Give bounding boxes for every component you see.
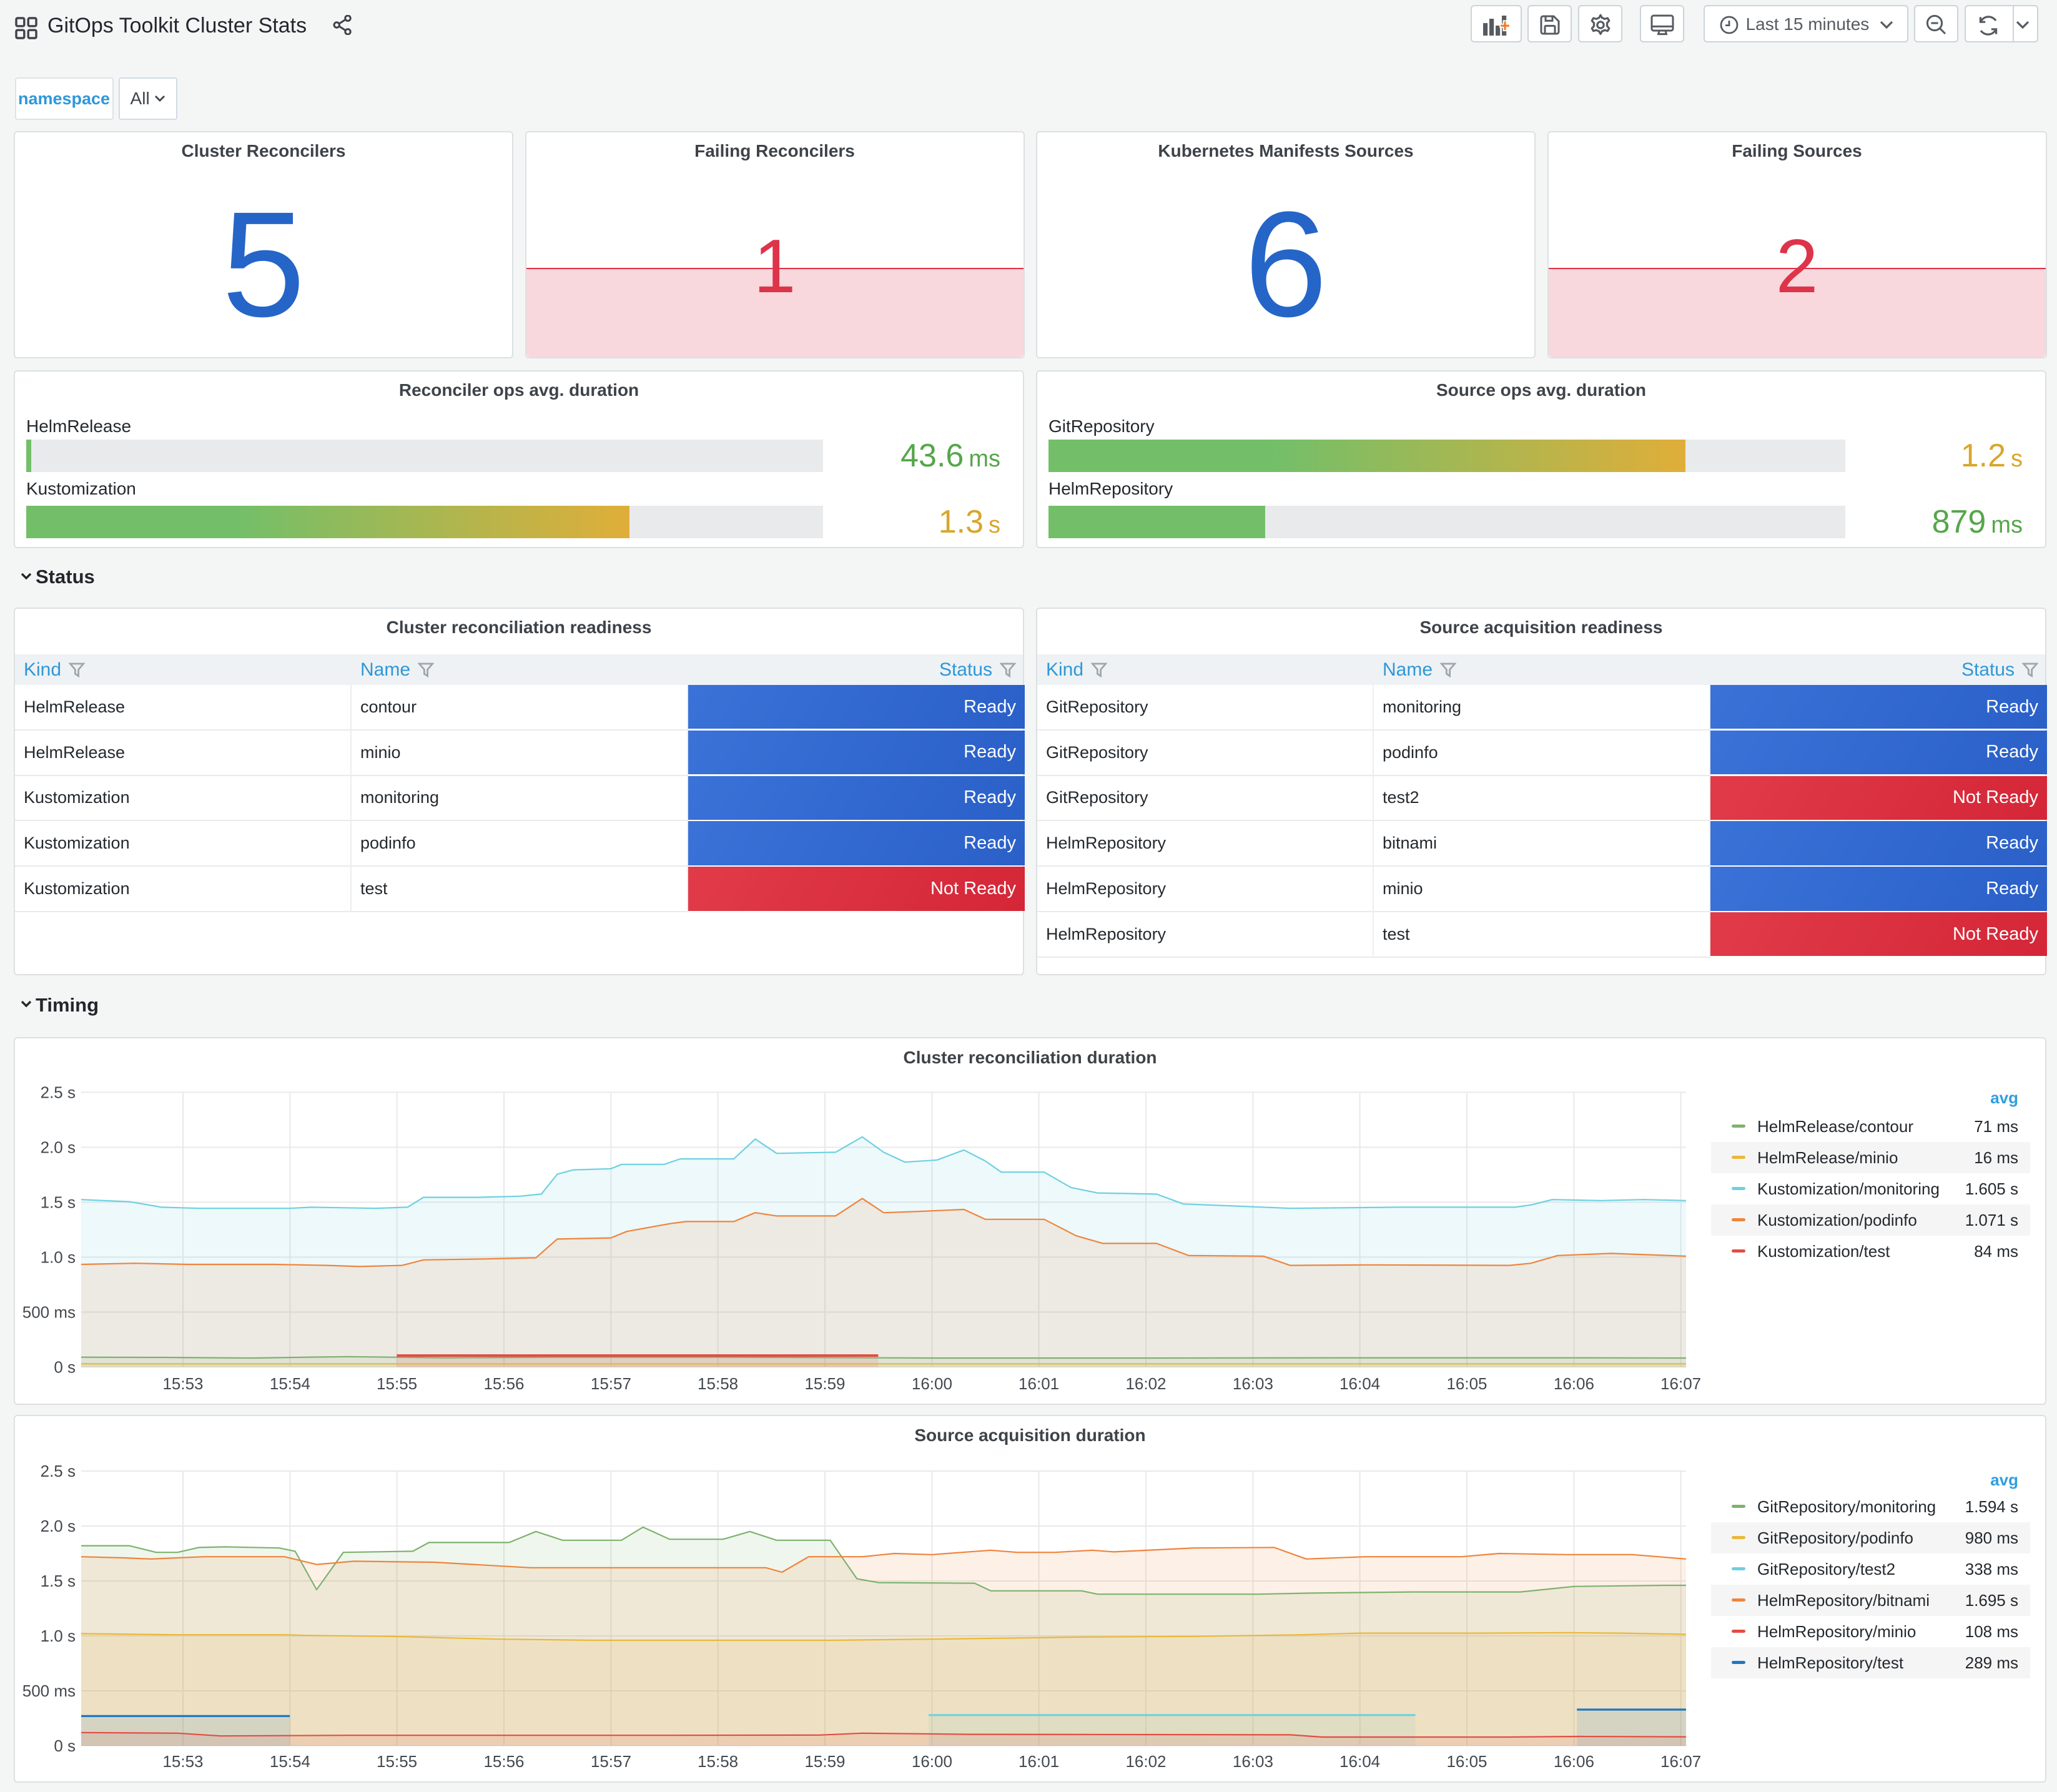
svg-text:15:57: 15:57 xyxy=(591,1374,631,1393)
svg-text:16:01: 16:01 xyxy=(1019,1752,1059,1771)
svg-text:15:53: 15:53 xyxy=(162,1752,203,1771)
svg-text:1.0 s: 1.0 s xyxy=(41,1248,76,1267)
svg-text:16:06: 16:06 xyxy=(1554,1374,1594,1393)
svg-text:16:02: 16:02 xyxy=(1125,1374,1166,1393)
svg-text:16:02: 16:02 xyxy=(1125,1752,1166,1771)
svg-text:15:58: 15:58 xyxy=(698,1374,738,1393)
svg-text:15:59: 15:59 xyxy=(804,1752,845,1771)
svg-text:16:06: 16:06 xyxy=(1554,1752,1594,1771)
svg-text:16:07: 16:07 xyxy=(1660,1374,1701,1393)
svg-text:2.5 s: 2.5 s xyxy=(41,1462,76,1480)
svg-text:16:05: 16:05 xyxy=(1446,1374,1487,1393)
svg-text:15:56: 15:56 xyxy=(483,1374,524,1393)
svg-text:2.0 s: 2.0 s xyxy=(41,1517,76,1535)
svg-text:16:00: 16:00 xyxy=(912,1374,952,1393)
svg-text:16:04: 16:04 xyxy=(1339,1752,1380,1771)
svg-text:16:07: 16:07 xyxy=(1660,1752,1701,1771)
svg-text:16:00: 16:00 xyxy=(912,1752,952,1771)
svg-text:2.5 s: 2.5 s xyxy=(41,1083,76,1102)
svg-text:2.0 s: 2.0 s xyxy=(41,1138,76,1157)
svg-text:16:05: 16:05 xyxy=(1446,1752,1487,1771)
svg-text:500 ms: 500 ms xyxy=(22,1303,76,1322)
svg-text:15:56: 15:56 xyxy=(483,1752,524,1771)
svg-text:15:54: 15:54 xyxy=(270,1374,310,1393)
svg-text:0 s: 0 s xyxy=(54,1736,76,1755)
svg-text:15:59: 15:59 xyxy=(804,1374,845,1393)
svg-text:15:58: 15:58 xyxy=(698,1752,738,1771)
svg-text:1.5 s: 1.5 s xyxy=(41,1193,76,1212)
svg-text:16:04: 16:04 xyxy=(1339,1374,1380,1393)
svg-text:15:57: 15:57 xyxy=(591,1752,631,1771)
svg-text:1.0 s: 1.0 s xyxy=(41,1627,76,1645)
svg-text:500 ms: 500 ms xyxy=(22,1681,76,1700)
svg-text:16:01: 16:01 xyxy=(1019,1374,1059,1393)
svg-text:15:55: 15:55 xyxy=(377,1374,417,1393)
svg-text:15:54: 15:54 xyxy=(270,1752,310,1771)
svg-text:16:03: 16:03 xyxy=(1233,1752,1273,1771)
svg-text:16:03: 16:03 xyxy=(1233,1374,1273,1393)
svg-text:15:53: 15:53 xyxy=(162,1374,203,1393)
svg-text:0 s: 0 s xyxy=(54,1358,76,1377)
svg-text:1.5 s: 1.5 s xyxy=(41,1572,76,1590)
svg-text:15:55: 15:55 xyxy=(377,1752,417,1771)
